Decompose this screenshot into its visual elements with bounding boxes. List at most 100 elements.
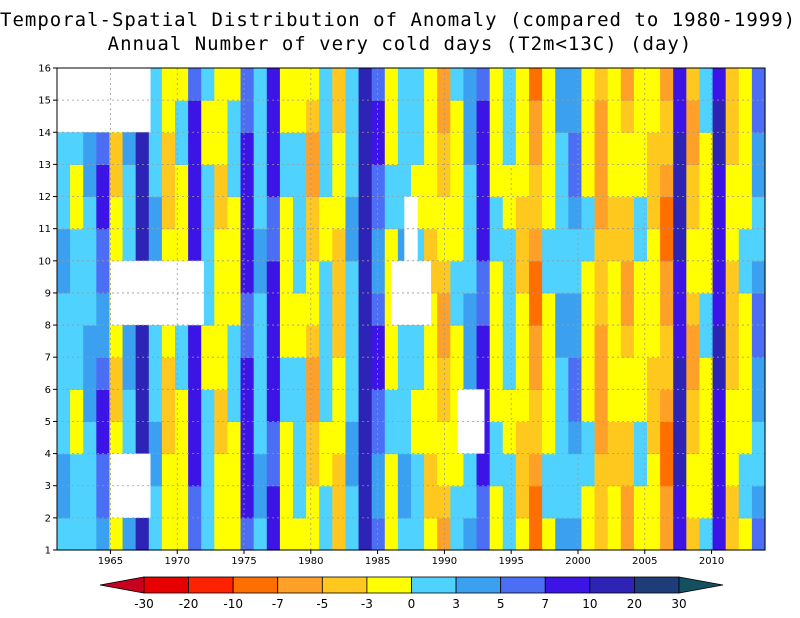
colorbar-swatch <box>188 576 234 594</box>
heatmap-cell <box>266 357 281 390</box>
heatmap-cell <box>227 453 242 487</box>
heatmap-cell <box>266 68 281 101</box>
colorbar-label: 7 <box>541 597 549 611</box>
heatmap-cell <box>699 421 714 455</box>
heatmap-cell <box>463 260 478 294</box>
heatmap-cell <box>660 100 674 133</box>
heatmap-cell <box>384 228 399 262</box>
heatmap-cell <box>201 132 215 165</box>
heatmap-cell <box>240 196 255 230</box>
heatmap-cell <box>411 100 425 133</box>
heatmap-cell <box>476 196 491 230</box>
heatmap-cell <box>227 325 242 358</box>
heatmap-cell <box>568 132 583 165</box>
heatmap-cell <box>633 389 648 423</box>
heatmap-cell <box>568 228 583 262</box>
heatmap-cell <box>751 132 766 165</box>
heatmap-cell <box>83 485 97 519</box>
heatmap-cell <box>568 517 583 551</box>
heatmap-cell <box>240 485 255 519</box>
heatmap-cell <box>476 68 491 101</box>
heatmap-cell <box>227 68 242 101</box>
colorbar-swatch <box>500 576 546 594</box>
heatmap-cell <box>279 292 294 326</box>
heatmap-cell <box>135 196 150 230</box>
heatmap-cell <box>175 196 189 230</box>
heatmap-cell <box>319 389 333 423</box>
colorbar-label: -5 <box>316 597 328 611</box>
y-tick-label: 16 <box>38 64 51 75</box>
heatmap-cell <box>345 228 360 262</box>
x-tick-label: 2005 <box>632 556 657 567</box>
heatmap-cell <box>529 517 543 551</box>
heatmap-cell <box>581 453 596 487</box>
heatmap-cell <box>647 485 661 519</box>
heatmap-cell <box>397 453 412 487</box>
heatmap-cell <box>293 292 307 326</box>
heatmap-cell <box>70 196 84 230</box>
heatmap-cell <box>293 228 307 262</box>
heatmap-cell <box>450 292 465 326</box>
heatmap-cell <box>266 196 281 230</box>
heatmap-cell <box>450 228 465 262</box>
heatmap-cell <box>515 485 530 519</box>
x-tick-label: 1995 <box>498 556 523 567</box>
heatmap-cell <box>529 132 543 165</box>
heatmap-cell <box>542 517 556 551</box>
heatmap-cell <box>384 453 399 487</box>
heatmap-cell <box>515 196 530 230</box>
heatmap-cell <box>293 196 307 230</box>
heatmap-cell <box>345 325 360 358</box>
heatmap-cell <box>332 260 347 294</box>
heatmap-cell <box>332 164 347 198</box>
heatmap-cell <box>253 517 268 551</box>
heatmap-cell <box>751 68 766 101</box>
heatmap-cell <box>673 100 687 133</box>
heatmap-cell <box>686 389 701 423</box>
heatmap-cell <box>161 164 176 198</box>
heatmap-cell <box>529 357 543 390</box>
heatmap-cell <box>699 325 714 358</box>
heatmap-cell <box>188 196 202 230</box>
heatmap-cell <box>371 421 386 455</box>
heatmap-cell <box>96 228 111 262</box>
heatmap-cell <box>122 325 137 358</box>
colorbar-swatch <box>589 576 635 594</box>
heatmap-cell <box>686 485 701 519</box>
heatmap-cell <box>424 228 438 262</box>
missing-region <box>404 196 418 261</box>
heatmap-cell <box>148 100 163 133</box>
heatmap-cell <box>266 485 281 519</box>
heatmap-cell <box>188 325 202 358</box>
x-tick-label: 1975 <box>231 556 256 567</box>
heatmap-cell <box>201 196 215 230</box>
heatmap-cell <box>712 260 727 294</box>
heatmap-cell <box>502 164 517 198</box>
heatmap-cell <box>568 260 583 294</box>
colorbar-min-triangle <box>99 576 145 594</box>
heatmap-cell <box>161 132 176 165</box>
heatmap-cell <box>148 132 163 165</box>
heatmap-cell <box>594 196 609 230</box>
heatmap-cell <box>122 228 137 262</box>
heatmap-cell <box>502 357 517 390</box>
heatmap-cell <box>555 292 569 326</box>
heatmap-cell <box>109 421 124 455</box>
colorbar-label: -10 <box>223 597 243 611</box>
heatmap-cell <box>673 292 687 326</box>
heatmap-cell <box>319 357 333 390</box>
heatmap-cell <box>214 453 229 487</box>
heatmap-cell <box>253 260 268 294</box>
heatmap-cell <box>227 196 242 230</box>
heatmap-cell <box>253 325 268 358</box>
heatmap-cell <box>620 325 635 358</box>
heatmap-cell <box>555 260 569 294</box>
heatmap-cell <box>148 164 163 198</box>
heatmap-cell <box>633 164 648 198</box>
heatmap-cell <box>712 485 727 519</box>
colorbar-swatch <box>455 576 502 594</box>
heatmap-cell <box>266 517 281 551</box>
heatmap-cell <box>437 485 451 519</box>
heatmap-cell <box>214 100 229 133</box>
heatmap-cell <box>188 389 202 423</box>
